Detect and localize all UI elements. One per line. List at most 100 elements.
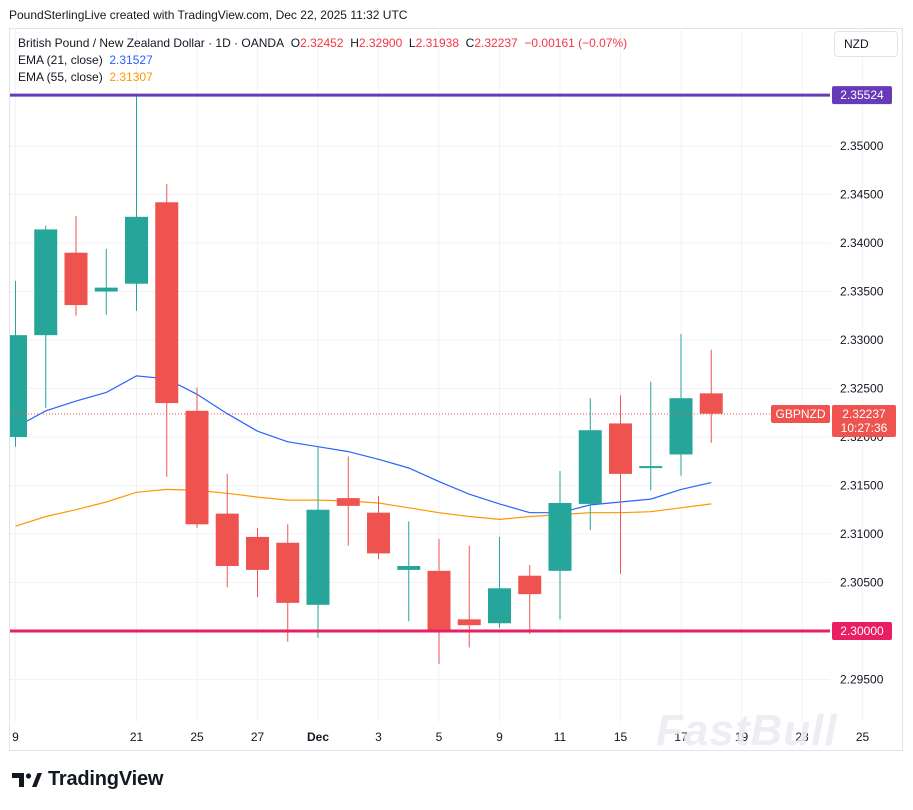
tradingview-logo-text: TradingView bbox=[48, 768, 164, 790]
candle-down[interactable] bbox=[155, 183, 179, 477]
support-price-badge bbox=[832, 622, 892, 640]
candle-body bbox=[548, 502, 572, 571]
legend-ema55-value: 2.31307 bbox=[109, 70, 153, 84]
legend-low-value: 2.31938 bbox=[415, 36, 459, 50]
candle-up[interactable] bbox=[669, 334, 693, 476]
candle-down[interactable] bbox=[246, 528, 269, 598]
date-tick-label: 19 bbox=[735, 730, 749, 744]
candle-body bbox=[397, 566, 421, 570]
candle-up[interactable] bbox=[10, 280, 27, 447]
legend-close-value: 2.32237 bbox=[474, 36, 518, 50]
candle-body bbox=[457, 619, 481, 626]
ema21-line bbox=[15, 375, 712, 514]
symbol-badge bbox=[771, 405, 830, 424]
candle-down[interactable] bbox=[609, 395, 632, 574]
candle-down[interactable] bbox=[518, 565, 542, 634]
candle-down[interactable] bbox=[215, 473, 239, 588]
candle-down[interactable] bbox=[336, 456, 360, 546]
candle-down[interactable] bbox=[185, 387, 209, 529]
date-tick-label: Dec bbox=[307, 730, 329, 744]
candle-up[interactable] bbox=[578, 398, 602, 531]
candle-body bbox=[34, 229, 58, 336]
price-tick-label: 2.29500 bbox=[840, 673, 884, 687]
candle-body bbox=[699, 393, 723, 414]
legend-symbol[interactable]: British Pound / New Zealand Dollar · 1D … bbox=[18, 36, 285, 50]
date-tick-label: 23 bbox=[795, 730, 809, 744]
candle-up[interactable] bbox=[639, 381, 663, 491]
price-tick-label: 2.32500 bbox=[840, 382, 884, 396]
tradingview-logo-icon bbox=[12, 772, 42, 787]
legend-change: −0.00161 (−0.07%) bbox=[524, 36, 628, 50]
candle-body bbox=[367, 512, 390, 554]
support-price-label: 2.30000 bbox=[840, 624, 884, 638]
date-tick-label: 9 bbox=[496, 730, 503, 744]
candle-up[interactable] bbox=[548, 470, 572, 620]
resistance-price-label: 2.35524 bbox=[840, 88, 884, 102]
price-tick-label: 2.33500 bbox=[840, 285, 884, 299]
price-tick-label: 2.34000 bbox=[840, 236, 884, 250]
candle-body bbox=[215, 513, 239, 567]
legend-ema21-row[interactable]: EMA (21, close) 2.31527 bbox=[18, 52, 627, 69]
tradingview-logo[interactable]: TradingView bbox=[12, 768, 163, 791]
price-tick-label: 2.31500 bbox=[840, 479, 884, 493]
candle-body bbox=[639, 466, 663, 469]
candle-up[interactable] bbox=[94, 248, 118, 315]
legend-close-label: C bbox=[465, 36, 475, 50]
candle-body bbox=[518, 575, 542, 595]
date-tick-label: 21 bbox=[130, 730, 144, 744]
candle-up[interactable] bbox=[488, 536, 511, 629]
legend-ohlc-row: British Pound / New Zealand Dollar · 1D … bbox=[18, 35, 627, 52]
horizontal-lines bbox=[10, 93, 830, 633]
date-tick-label: 25 bbox=[190, 730, 204, 744]
candle-down[interactable] bbox=[367, 496, 390, 560]
candle-body bbox=[185, 410, 209, 525]
date-tick-label: 15 bbox=[614, 730, 628, 744]
legend-ema55-row[interactable]: EMA (55, close) 2.31307 bbox=[18, 69, 627, 86]
candle-body bbox=[10, 335, 27, 437]
chart-legend: British Pound / New Zealand Dollar · 1D … bbox=[18, 35, 627, 86]
price-tick-label: 2.33000 bbox=[840, 333, 884, 347]
candle-up[interactable] bbox=[397, 521, 421, 622]
candle-down[interactable] bbox=[64, 215, 88, 316]
currency-button[interactable]: NZD bbox=[834, 31, 898, 57]
candle-body bbox=[669, 398, 693, 455]
legend-low-label: L bbox=[408, 36, 416, 50]
candle-body bbox=[488, 588, 511, 624]
chart-frame bbox=[9, 28, 903, 751]
resistance-price-badge bbox=[832, 86, 892, 105]
candle-body bbox=[336, 498, 360, 506]
countdown-label: 10:27:36 bbox=[841, 421, 888, 435]
date-tick-label: 5 bbox=[436, 730, 443, 744]
price-tick-label: 2.31000 bbox=[840, 527, 884, 541]
candle-up[interactable] bbox=[34, 225, 58, 408]
legend-open-value: 2.32452 bbox=[300, 36, 344, 50]
candle-up[interactable] bbox=[125, 95, 148, 311]
date-tick-label: 25 bbox=[856, 730, 870, 744]
candle-body bbox=[155, 202, 179, 404]
legend-ema21-value: 2.31527 bbox=[109, 53, 153, 67]
candle-down[interactable] bbox=[699, 349, 723, 443]
watermark-text: FastBull bbox=[656, 706, 838, 755]
legend-ema55-label: EMA (55, close) bbox=[18, 70, 103, 84]
date-tick-label: 3 bbox=[375, 730, 382, 744]
legend-open-label: O bbox=[290, 36, 301, 50]
date-tick-label: 27 bbox=[251, 730, 265, 744]
candle-body bbox=[306, 509, 330, 605]
candle-down[interactable] bbox=[276, 524, 300, 642]
date-tick-label: 11 bbox=[554, 730, 567, 744]
candle-up[interactable] bbox=[306, 446, 330, 638]
candle-body bbox=[246, 536, 269, 570]
time-axis: 9 21 25 27 Dec 3 5 9 11 15 17 19 23 25 bbox=[12, 730, 869, 744]
legend-ema21-label: EMA (21, close) bbox=[18, 53, 103, 67]
candle-body bbox=[276, 542, 300, 603]
candle-body bbox=[94, 287, 118, 292]
candle-down[interactable] bbox=[427, 538, 451, 664]
candle-body bbox=[609, 423, 632, 474]
candles bbox=[10, 95, 723, 664]
legend-high-label: H bbox=[350, 36, 359, 50]
candle-body bbox=[578, 430, 602, 504]
price-tick-label: 2.34500 bbox=[840, 188, 884, 202]
chart-credit: PoundSterlingLive created with TradingVi… bbox=[9, 8, 408, 22]
